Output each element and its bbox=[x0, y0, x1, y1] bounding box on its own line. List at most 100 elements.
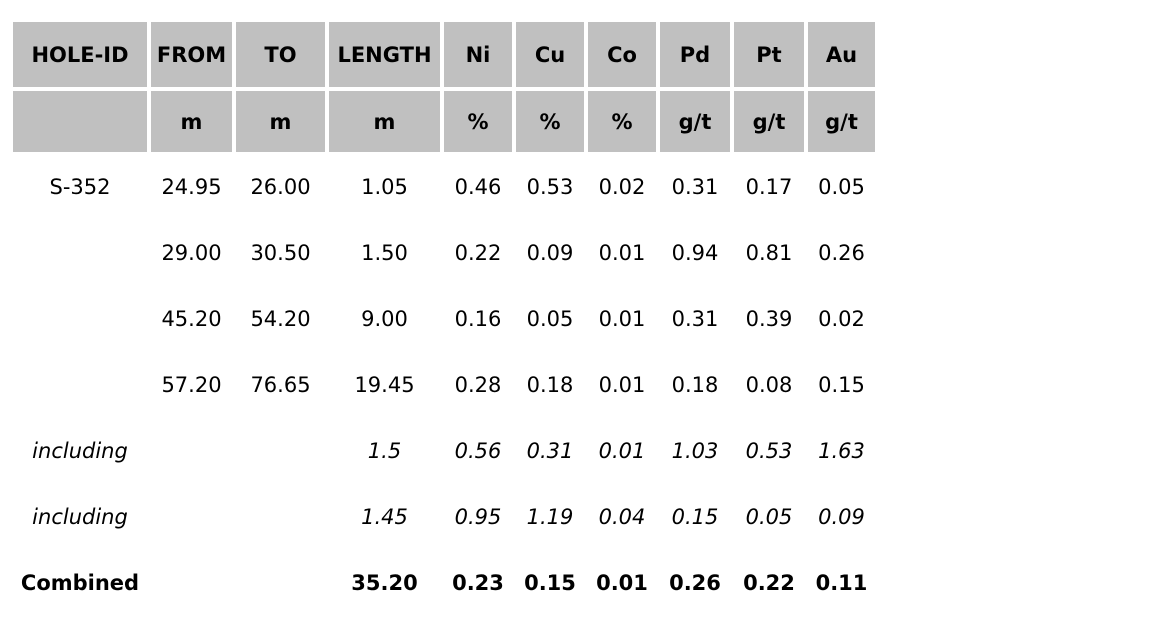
table-cell: 0.11 bbox=[815, 571, 868, 595]
table-cell: 0.28 bbox=[454, 373, 502, 397]
column-header: LENGTH bbox=[329, 22, 440, 87]
header-row: HOLE-ID FROM TO LENGTH Ni Cu Co Pd Pt Au bbox=[13, 22, 875, 87]
table-cell: 0.01 bbox=[598, 307, 646, 331]
column-header: Pd bbox=[660, 22, 730, 87]
table-cell: 0.31 bbox=[671, 175, 719, 199]
table-cell: 1.50 bbox=[361, 241, 408, 265]
table-cell bbox=[13, 288, 147, 350]
column-unit: % bbox=[444, 91, 512, 152]
table-cell bbox=[151, 420, 232, 482]
column-header: TO bbox=[236, 22, 325, 87]
table-cell: 0.01 bbox=[596, 571, 648, 595]
table-cell: 0.18 bbox=[526, 373, 574, 397]
table-cell: 0.05 bbox=[526, 307, 574, 331]
column-header: Co bbox=[588, 22, 656, 87]
table-cell: 0.04 bbox=[598, 505, 646, 529]
table-cell: 0.02 bbox=[818, 307, 865, 331]
table-cell: 0.81 bbox=[745, 241, 793, 265]
table-row: including 1.45 0.95 1.19 0.04 0.15 0.05 0.09 bbox=[13, 486, 875, 548]
table-cell: 35.20 bbox=[351, 571, 418, 595]
table-cell: Combined bbox=[20, 571, 140, 595]
assay-results-page: HOLE-ID FROM TO LENGTH Ni Cu Co Pd Pt Au m m m%%% g/… bbox=[0, 18, 1149, 628]
column-unit: m bbox=[151, 91, 232, 152]
table-cell: 0.22 bbox=[454, 241, 502, 265]
table-cell: 0.02 bbox=[598, 175, 646, 199]
table-body: S-352 24.95 26.00 1.05 0.46 0.53 0.02 0.31 0.17 0… bbox=[13, 156, 875, 614]
table-cell: including bbox=[32, 505, 128, 529]
column-unit: g/t bbox=[734, 91, 804, 152]
units-row: m m m%%% g/t g/t g/t bbox=[13, 91, 875, 152]
table-cell bbox=[151, 486, 232, 548]
table-row: Combined 35.20 0.23 0.15 0.01 0.26 0.22 0.11 bbox=[13, 552, 875, 614]
drill-assay-table: HOLE-ID FROM TO LENGTH Ni Cu Co Pd Pt Au m m m%%% g/… bbox=[9, 18, 879, 618]
table-cell: 0.15 bbox=[818, 373, 865, 397]
table-cell: 0.31 bbox=[671, 307, 719, 331]
table-cell: 1.03 bbox=[671, 439, 719, 463]
table-cell: 0.53 bbox=[526, 175, 574, 199]
column-unit: g/t bbox=[660, 91, 730, 152]
column-header: FROM bbox=[151, 22, 232, 87]
table-cell: 9.00 bbox=[361, 307, 408, 331]
table-cell: including bbox=[32, 439, 128, 463]
table-cell: 0.16 bbox=[454, 307, 502, 331]
table-cell: 24.95 bbox=[161, 175, 222, 199]
table-cell: 0.26 bbox=[818, 241, 865, 265]
table-cell bbox=[151, 552, 232, 614]
table-cell: 76.65 bbox=[250, 373, 311, 397]
column-unit: g/t bbox=[808, 91, 875, 152]
table-row: 45.20 54.20 9.00 0.16 0.05 0.01 0.31 0.39 0.02 bbox=[13, 288, 875, 350]
table-cell: 1.45 bbox=[361, 505, 408, 529]
table-cell bbox=[13, 222, 147, 284]
table-row: 29.00 30.50 1.50 0.22 0.09 0.01 0.94 0.81 0.26 bbox=[13, 222, 875, 284]
table-cell bbox=[236, 552, 325, 614]
table-cell: 0.17 bbox=[745, 175, 793, 199]
table-cell bbox=[13, 354, 147, 416]
table-cell: 54.20 bbox=[250, 307, 311, 331]
table-cell: 0.01 bbox=[598, 373, 646, 397]
table-cell: 0.09 bbox=[818, 505, 865, 529]
table-cell: 0.18 bbox=[671, 373, 719, 397]
table-cell: 0.56 bbox=[454, 439, 502, 463]
column-unit: m bbox=[329, 91, 440, 152]
column-header: HOLE-ID bbox=[13, 22, 147, 87]
table-cell: 0.22 bbox=[743, 571, 795, 595]
table-row: S-352 24.95 26.00 1.05 0.46 0.53 0.02 0.31 0.17 0… bbox=[13, 156, 875, 218]
table-cell: 0.05 bbox=[745, 505, 793, 529]
column-header: Au bbox=[808, 22, 875, 87]
table-cell: 0.53 bbox=[745, 439, 793, 463]
column-header: Ni bbox=[444, 22, 512, 87]
table-cell: 0.05 bbox=[818, 175, 865, 199]
table-cell: 1.19 bbox=[526, 505, 574, 529]
table-cell: 0.26 bbox=[669, 571, 721, 595]
table-cell: 1.63 bbox=[818, 439, 865, 463]
column-header: Cu bbox=[516, 22, 584, 87]
table-cell: S-352 bbox=[49, 175, 111, 199]
table-cell: 0.01 bbox=[598, 241, 646, 265]
table-row: including 1.5 0.56 0.31 0.01 1.03 0.53 1.63 bbox=[13, 420, 875, 482]
table-cell: 0.09 bbox=[526, 241, 574, 265]
table-cell: 0.46 bbox=[454, 175, 502, 199]
table-cell: 0.01 bbox=[598, 439, 646, 463]
table-cell: 0.94 bbox=[671, 241, 719, 265]
column-unit bbox=[13, 91, 147, 152]
table-cell: 1.05 bbox=[361, 175, 408, 199]
table-cell bbox=[236, 486, 325, 548]
table-cell: 57.20 bbox=[161, 373, 222, 397]
table-cell: 30.50 bbox=[250, 241, 311, 265]
table-cell: 0.31 bbox=[526, 439, 574, 463]
column-unit: m bbox=[236, 91, 325, 152]
table-cell: 26.00 bbox=[250, 175, 311, 199]
column-unit: % bbox=[516, 91, 584, 152]
table-cell: 0.15 bbox=[671, 505, 719, 529]
table-cell: 45.20 bbox=[161, 307, 222, 331]
column-unit: % bbox=[588, 91, 656, 152]
table-cell: 29.00 bbox=[161, 241, 222, 265]
table-cell bbox=[236, 420, 325, 482]
table-cell: 0.95 bbox=[454, 505, 502, 529]
table-cell: 19.45 bbox=[354, 373, 415, 397]
table-cell: 0.39 bbox=[745, 307, 793, 331]
table-cell: 0.23 bbox=[452, 571, 504, 595]
table-cell: 0.15 bbox=[524, 571, 576, 595]
table-row: 57.20 76.65 19.45 0.28 0.18 0.01 0.18 0.08 0.15 bbox=[13, 354, 875, 416]
column-header: Pt bbox=[734, 22, 804, 87]
